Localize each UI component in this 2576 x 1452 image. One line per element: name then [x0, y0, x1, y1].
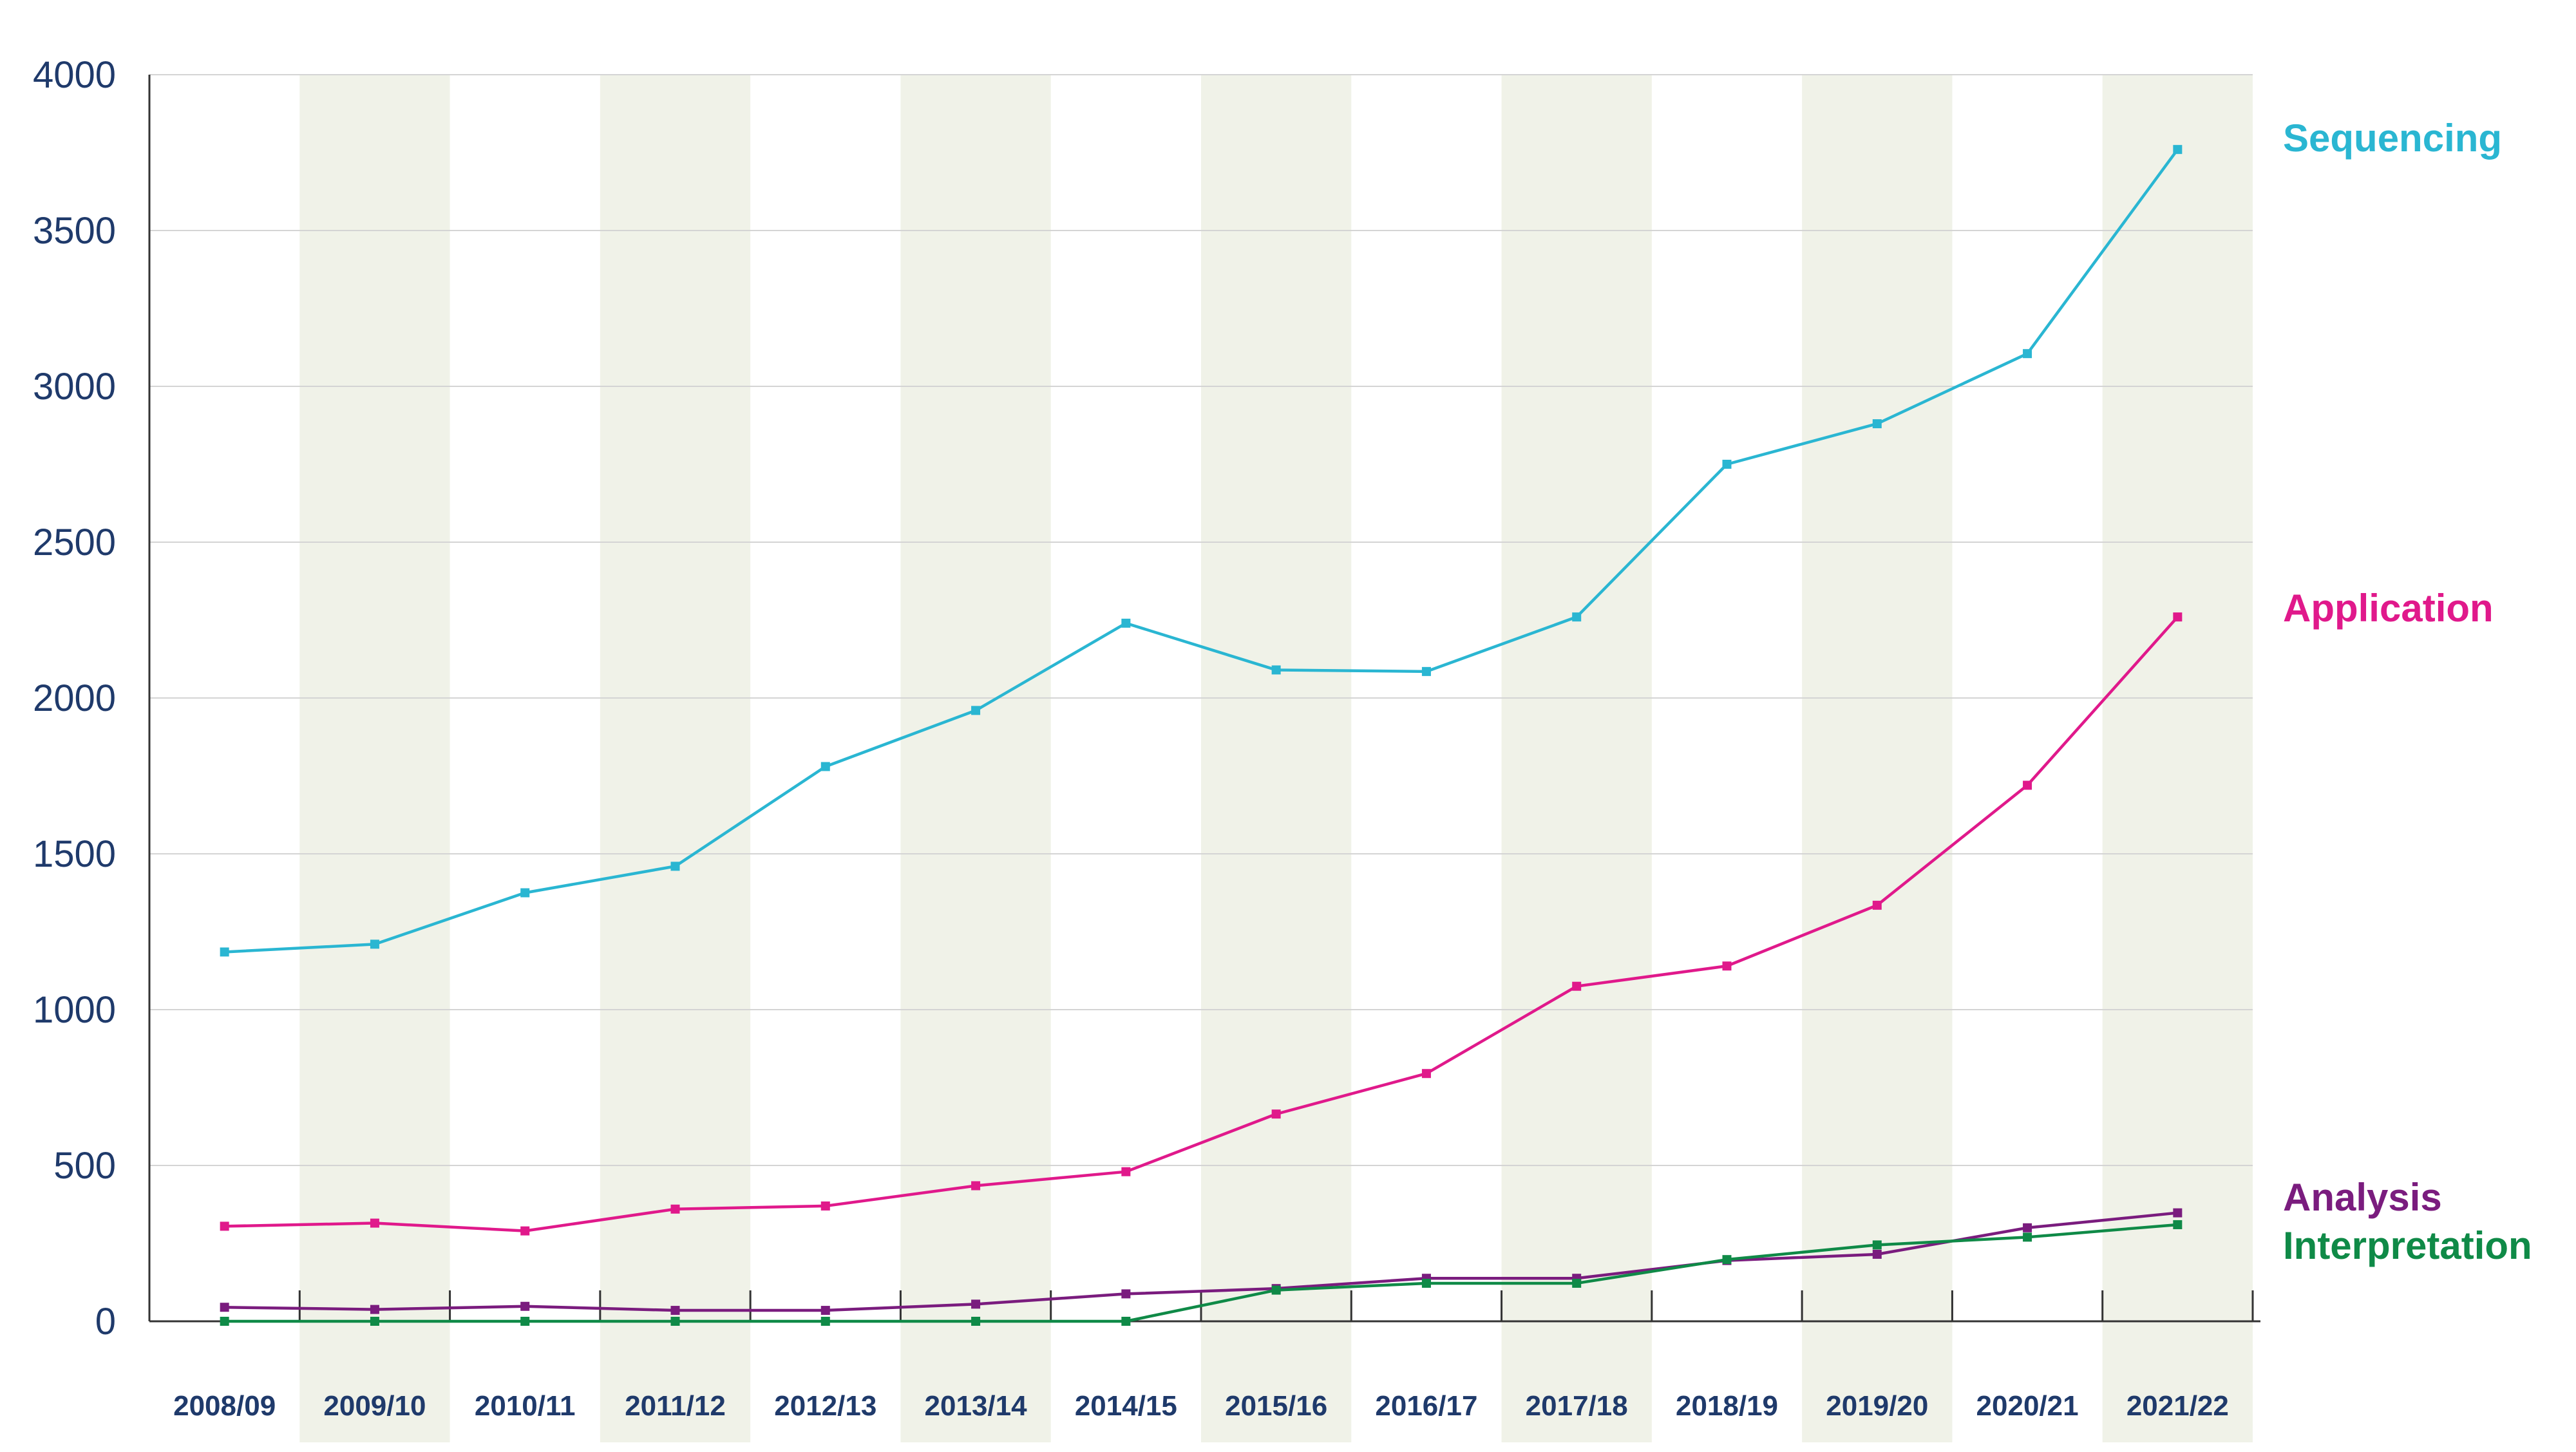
- y-tick-label: 500: [53, 1145, 116, 1187]
- interpretation-point: [1121, 1317, 1131, 1326]
- shade-band: [2102, 75, 2253, 1442]
- application-point: [1872, 900, 1882, 910]
- shade-band: [900, 75, 1051, 1442]
- x-tick-label: 2013/14: [925, 1390, 1028, 1422]
- x-tick-label: 2014/15: [1075, 1390, 1177, 1422]
- interpretation-point: [1421, 1278, 1431, 1288]
- y-tick-label: 2000: [33, 677, 116, 719]
- y-tick-label: 1000: [33, 989, 116, 1031]
- analysis-point: [520, 1301, 530, 1311]
- interpretation-point: [670, 1317, 680, 1326]
- sequencing-point: [1271, 665, 1281, 675]
- interpretation-point: [2023, 1232, 2032, 1242]
- x-tick-label: 2017/18: [1526, 1390, 1628, 1422]
- application-line: [224, 616, 2179, 1232]
- interpretation-line: [224, 1223, 2178, 1323]
- analysis-point: [820, 1306, 830, 1315]
- x-tick-label: 2010/11: [475, 1390, 576, 1422]
- y-tick-label: 3000: [33, 366, 116, 408]
- sequencing-point: [1872, 419, 1882, 429]
- interpretation-point: [820, 1317, 830, 1326]
- x-tick-label: 2012/13: [774, 1390, 876, 1422]
- gridlines: [149, 74, 2253, 1166]
- shade-band: [600, 75, 751, 1442]
- application-point: [370, 1218, 379, 1228]
- analysis-point: [2173, 1208, 2183, 1218]
- y-tick-label: 0: [95, 1301, 116, 1343]
- application-label: Application: [2283, 587, 2494, 630]
- interpretation-point: [520, 1317, 530, 1326]
- analysis-label: Analysis: [2283, 1176, 2442, 1219]
- application-point: [1421, 1069, 1431, 1079]
- application-point: [670, 1204, 680, 1214]
- sequencing-point: [820, 762, 830, 771]
- interpretation-point: [2173, 1220, 2183, 1229]
- y-tick-label: 4000: [33, 54, 116, 96]
- x-tick-label: 2009/10: [323, 1390, 426, 1422]
- interpretation-point: [370, 1317, 379, 1326]
- sequencing-point: [1572, 612, 1582, 622]
- series-lines: [220, 145, 2183, 1326]
- interpretation-point: [971, 1317, 981, 1326]
- shade-band: [1802, 75, 1953, 1442]
- sequencing-point: [2173, 145, 2183, 155]
- interpretation-label: Interpretation: [2283, 1224, 2532, 1267]
- interpretation-point: [1722, 1255, 1732, 1265]
- application-point: [1271, 1109, 1281, 1119]
- column-shading: [299, 75, 2253, 1442]
- analysis-point: [220, 1303, 229, 1312]
- y-tick-label: 1500: [33, 833, 116, 875]
- x-tick-label: 2021/22: [2126, 1390, 2229, 1422]
- sequencing-point: [1722, 460, 1732, 469]
- x-tick-label: 2019/20: [1826, 1390, 1928, 1422]
- sequencing-point: [370, 939, 379, 949]
- application-point: [1572, 981, 1582, 991]
- application-point: [220, 1221, 229, 1231]
- sequencing-point: [1421, 666, 1431, 676]
- y-tick-label: 3500: [33, 210, 116, 252]
- analysis-point: [1121, 1289, 1131, 1299]
- application-point: [1121, 1167, 1131, 1176]
- application-point: [820, 1201, 830, 1211]
- shade-band: [1501, 75, 1652, 1442]
- application-point: [520, 1226, 530, 1236]
- sequencing-point: [220, 947, 229, 957]
- sequencing-label: Sequencing: [2283, 117, 2502, 160]
- analysis-point: [971, 1299, 981, 1309]
- x-tick-label: 2016/17: [1375, 1390, 1477, 1422]
- analysis-line: [224, 1211, 2178, 1312]
- analysis-point: [670, 1306, 680, 1315]
- analysis-point: [370, 1305, 379, 1314]
- series-labels: Sequencing Application Analysis Interpretat…: [2283, 117, 2532, 1267]
- sequencing-line: [224, 148, 2179, 954]
- shade-band: [299, 75, 450, 1442]
- sequencing-point: [670, 862, 680, 871]
- analysis-point: [1872, 1249, 1882, 1259]
- application-point: [2173, 612, 2183, 622]
- sequencing-point: [2023, 349, 2032, 359]
- y-axis-ticks: 0 500 1000 1500 2000 2500 3000 3500 4000: [33, 54, 116, 1343]
- analysis-point: [2023, 1223, 2032, 1232]
- x-tick-label: 2008/09: [173, 1390, 276, 1422]
- interpretation-point: [1872, 1240, 1882, 1250]
- application-point: [1722, 961, 1732, 971]
- x-axis-ticks: 2008/09 2009/10 2010/11 2011/12 2012/13 2013/…: [173, 1390, 2229, 1422]
- sequencing-point: [971, 706, 981, 715]
- sequencing-point: [520, 888, 530, 898]
- x-tick-label: 2020/21: [1976, 1390, 2079, 1422]
- interpretation-point: [1572, 1278, 1582, 1288]
- application-point: [971, 1181, 981, 1191]
- shade-band: [1201, 75, 1352, 1442]
- application-point: [2023, 780, 2032, 790]
- x-tick-label: 2015/16: [1225, 1390, 1327, 1422]
- interpretation-point: [1271, 1285, 1281, 1295]
- sequencing-point: [1121, 618, 1131, 628]
- interpretation-point: [220, 1317, 229, 1326]
- x-tick-label: 2011/12: [625, 1390, 726, 1422]
- x-tick-label: 2018/19: [1676, 1390, 1778, 1422]
- y-tick-label: 2500: [33, 522, 116, 563]
